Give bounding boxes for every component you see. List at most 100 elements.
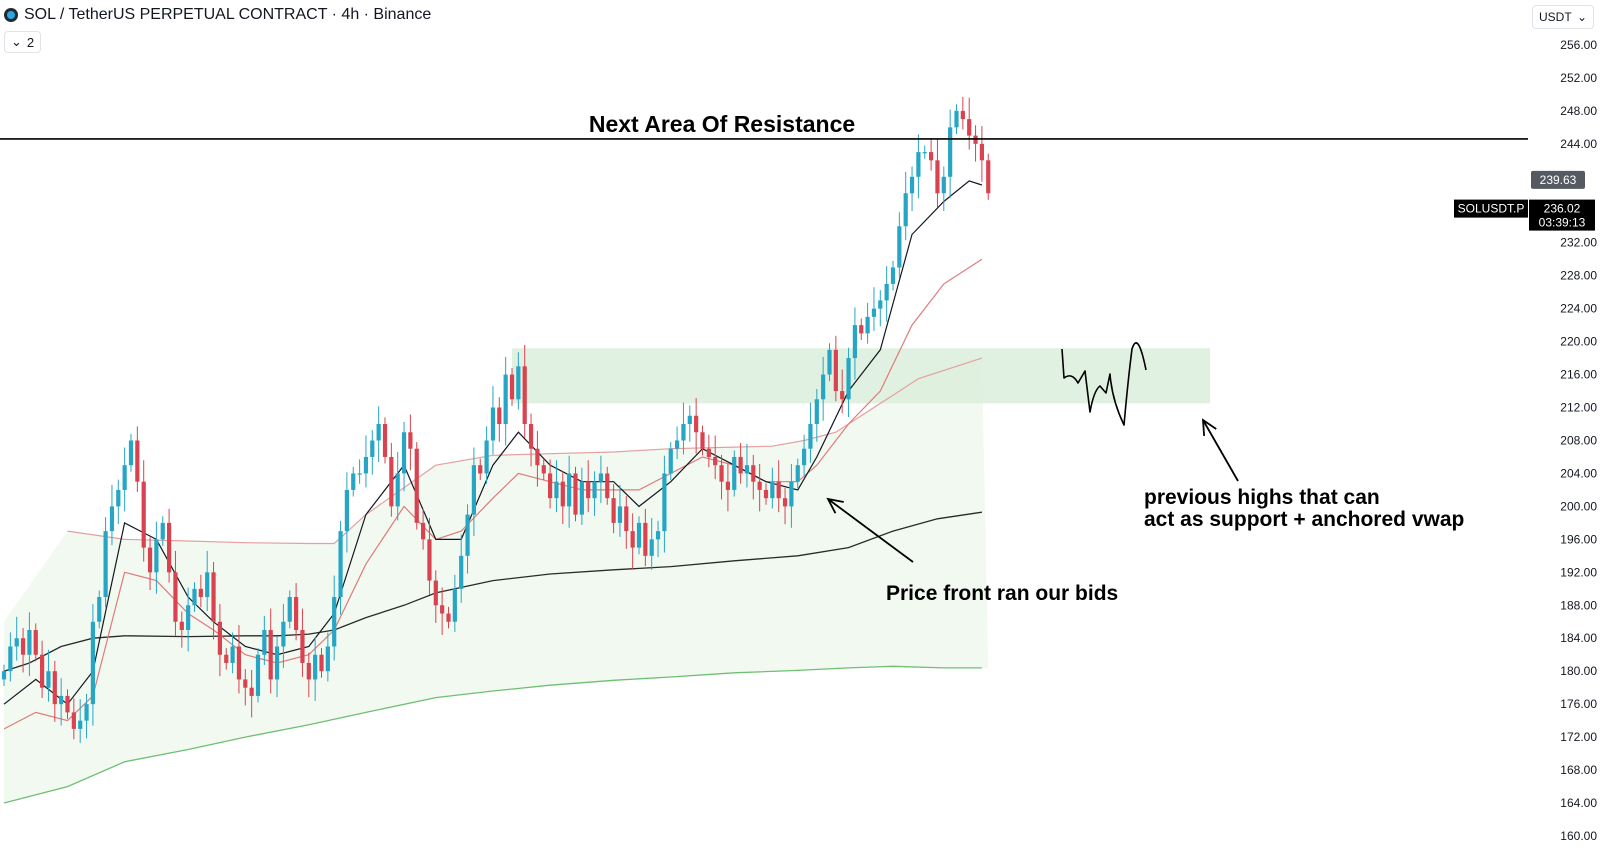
candle [878, 290, 883, 327]
currency-select[interactable]: USDT ⌄ [1532, 5, 1594, 29]
candle [497, 397, 502, 442]
indicators-collapse-button[interactable]: ⌄ 2 [4, 31, 42, 53]
candle-body [84, 704, 89, 721]
candle-body [579, 481, 584, 515]
candle [668, 442, 673, 481]
candle-body [516, 366, 521, 400]
candle-body [808, 424, 813, 449]
candle-body [649, 539, 654, 556]
candle [903, 171, 908, 241]
candle-body [687, 415, 692, 424]
candle [427, 517, 432, 595]
price-tick-label: 220.00 [1560, 335, 1597, 349]
candle [306, 652, 311, 698]
candle [954, 104, 959, 134]
candle-body [344, 489, 349, 532]
drawings-layer: Next Area Of Resistance Price front ran o… [0, 111, 1528, 605]
candle-body [471, 465, 476, 515]
candle-body [236, 646, 242, 680]
candle-body [725, 481, 730, 490]
candle-body [97, 597, 102, 622]
candle [236, 625, 242, 694]
candle [382, 417, 388, 464]
candle [586, 460, 591, 513]
candle-body [954, 110, 959, 128]
candles-layer[interactable] [1, 96, 991, 743]
candle-body [427, 539, 432, 581]
price-tick-label: 248.00 [1560, 104, 1597, 118]
candle-body [554, 481, 559, 499]
candle-body [770, 481, 775, 499]
candle [579, 467, 584, 525]
candle [84, 693, 89, 739]
price-tick-label: 164.00 [1560, 796, 1597, 810]
candle [630, 513, 635, 570]
chart-title: SOL / TetherUS PERPETUAL CONTRACT · 4h ·… [24, 6, 432, 23]
candle [249, 669, 254, 718]
candle [605, 466, 610, 505]
candle-body [700, 432, 705, 449]
candle-body [173, 572, 178, 622]
candle [332, 575, 337, 661]
candle [128, 433, 134, 472]
candle-body [681, 424, 686, 441]
candle-body [916, 152, 921, 177]
moving-average-layer [3, 180, 983, 804]
candle-body [713, 456, 718, 466]
ema-red-line [3, 258, 983, 730]
chevron-down-icon: ⌄ [1576, 10, 1587, 24]
candle-body [1, 671, 7, 680]
candle-body [135, 440, 140, 482]
price-tick-label: 216.00 [1560, 368, 1597, 382]
price-axis[interactable]: 256.00 252.00 248.00 244.00 232.00 228.00 224.… [1528, 0, 1600, 866]
candle [484, 426, 489, 484]
candle [516, 352, 521, 410]
candle [706, 434, 711, 468]
candle [979, 126, 984, 182]
candle [738, 442, 743, 484]
candle [922, 145, 927, 159]
candle [681, 402, 686, 455]
candle-body [757, 481, 762, 490]
candle-body [65, 695, 70, 713]
support-zone [512, 348, 1210, 404]
candle [725, 463, 730, 512]
vwap-upper-band-line [67, 357, 983, 545]
candle-body [922, 152, 927, 154]
candle-body [617, 506, 623, 523]
candle [230, 632, 235, 674]
price-tick-label: 184.00 [1560, 631, 1597, 645]
candle-body [160, 522, 165, 540]
candle-body [732, 456, 737, 490]
candle [592, 471, 597, 516]
candle-body [548, 473, 553, 499]
candle [840, 369, 845, 414]
candle [1, 664, 7, 687]
candle-body [484, 440, 489, 474]
candle [541, 458, 546, 481]
candle [90, 604, 95, 726]
symbol-tag-bg [1454, 199, 1528, 218]
candle [744, 443, 750, 488]
candle-body [497, 407, 502, 424]
candle-body [440, 605, 445, 614]
candle-body [935, 160, 940, 194]
candle [433, 570, 438, 623]
candle-body [706, 448, 711, 457]
price-tick-label: 188.00 [1560, 598, 1597, 612]
candle-body [541, 465, 546, 474]
candle-body [357, 473, 362, 475]
candle-body [890, 267, 896, 284]
candle-body [782, 498, 788, 507]
candle [827, 343, 832, 382]
candle [833, 335, 838, 402]
candle-body [20, 638, 26, 655]
candle [986, 153, 991, 200]
candle [8, 632, 13, 682]
candle [757, 463, 762, 512]
candle [636, 516, 642, 555]
candle-body [605, 473, 610, 499]
candle-body [478, 465, 483, 474]
price-tick-label: 228.00 [1560, 269, 1597, 283]
